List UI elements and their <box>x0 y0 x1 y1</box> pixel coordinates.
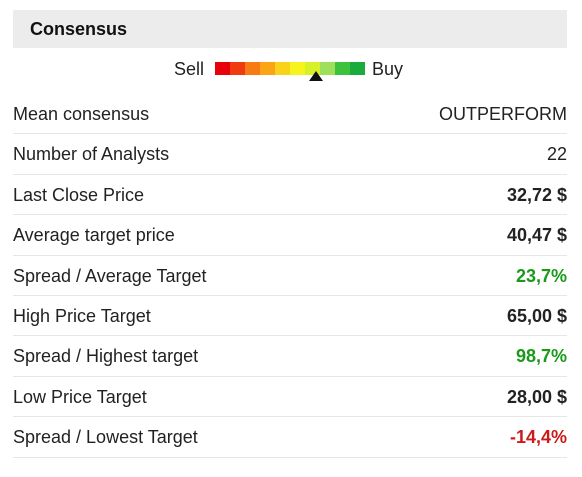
row-value: -14,4% <box>509 427 567 448</box>
row-value: 65,00 $ <box>506 305 567 326</box>
row-label: Spread / Highest target <box>13 346 199 367</box>
table-row: Average target price 40,47 $ <box>13 215 567 256</box>
row-value: OUTPERFORM <box>439 104 567 124</box>
row-label: Mean consensus <box>13 104 150 124</box>
table-row: Low Price Target 28,00 $ <box>13 377 567 418</box>
table-row: Spread / Highest target 98,7% <box>13 336 567 377</box>
row-label: Number of Analysts <box>13 144 170 165</box>
table-row: Spread / Average Target 23,7% <box>13 256 567 296</box>
table-row: Mean consensus OUTPERFORM <box>13 94 567 135</box>
row-label: Last Close Price <box>13 184 145 205</box>
consensus-gauge: Sell Buy <box>0 56 582 86</box>
gauge-scale <box>215 62 365 81</box>
row-value: 32,72 $ <box>506 184 567 205</box>
gauge-left-label: Sell <box>174 59 205 79</box>
table-row: Number of Analysts 22 <box>13 134 567 175</box>
section-title: Consensus <box>30 19 128 39</box>
row-label: High Price Target <box>13 305 151 326</box>
table-row: High Price Target 65,00 $ <box>13 296 567 337</box>
row-value: 28,00 $ <box>506 386 567 407</box>
table-row: Last Close Price 32,72 $ <box>13 175 567 216</box>
row-value: 23,7% <box>515 265 567 286</box>
row-label: Spread / Average Target <box>13 265 207 286</box>
row-value: 98,7% <box>515 346 567 367</box>
row-label: Low Price Target <box>13 386 147 407</box>
section-header: Consensus <box>13 10 567 48</box>
row-label: Average target price <box>13 225 175 246</box>
gauge-right-label: Buy <box>372 59 404 79</box>
table-row: Spread / Lowest Target -14,4% <box>13 417 567 458</box>
row-value: 40,47 $ <box>506 225 567 246</box>
consensus-table: Mean consensus OUTPERFORM Number of Analys… <box>13 94 567 458</box>
row-label: Spread / Lowest Target <box>13 427 198 448</box>
row-value: 22 <box>546 144 567 165</box>
